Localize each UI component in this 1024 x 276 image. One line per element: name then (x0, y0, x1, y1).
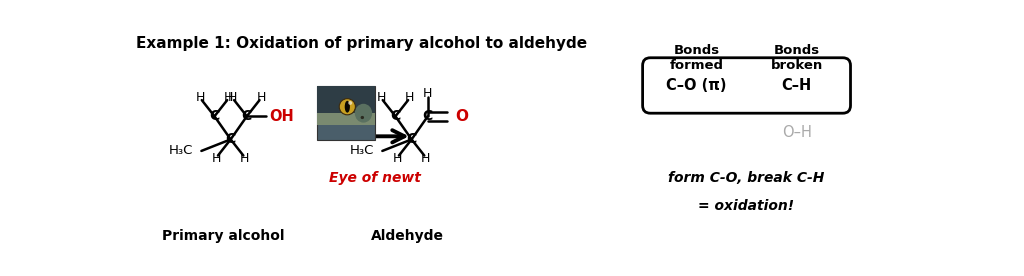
Ellipse shape (355, 104, 372, 123)
Text: H: H (377, 91, 386, 104)
Text: OH: OH (269, 109, 294, 124)
FancyBboxPatch shape (317, 113, 375, 125)
Text: C–O (π): C–O (π) (667, 78, 727, 93)
Text: H₃C: H₃C (349, 144, 374, 157)
Text: Example 1: Oxidation of primary alcohol to aldehyde: Example 1: Oxidation of primary alcohol … (136, 36, 587, 51)
Text: H₃C: H₃C (169, 144, 193, 157)
Text: H: H (392, 152, 402, 165)
Text: O–H: O–H (781, 125, 812, 140)
Text: C: C (423, 108, 433, 123)
Text: Eye of newt: Eye of newt (329, 171, 421, 185)
FancyBboxPatch shape (317, 86, 375, 116)
Ellipse shape (339, 99, 355, 115)
Text: C: C (390, 108, 400, 123)
Text: C: C (407, 132, 417, 146)
FancyBboxPatch shape (317, 86, 375, 140)
Text: H: H (241, 152, 250, 165)
Text: H: H (224, 91, 233, 104)
FancyBboxPatch shape (643, 58, 851, 113)
Text: = oxidation!: = oxidation! (698, 199, 795, 213)
Ellipse shape (345, 101, 350, 113)
Text: Bonds
formed: Bonds formed (670, 44, 724, 72)
Text: form C-O, break C-H: form C-O, break C-H (669, 171, 824, 185)
Text: H: H (212, 152, 221, 165)
Text: Bonds
broken: Bonds broken (770, 44, 822, 72)
Text: H: H (256, 91, 266, 104)
Text: Primary alcohol: Primary alcohol (162, 229, 285, 243)
Text: H: H (423, 87, 432, 100)
Ellipse shape (360, 116, 365, 119)
Ellipse shape (348, 101, 352, 105)
Text: H: H (421, 152, 430, 165)
Text: Aldehyde: Aldehyde (372, 229, 444, 243)
Text: H: H (406, 91, 415, 104)
Text: C: C (242, 108, 252, 123)
Text: C: C (225, 132, 236, 146)
Text: C: C (209, 108, 219, 123)
Text: H: H (228, 91, 238, 104)
Text: H: H (196, 91, 205, 104)
Text: O: O (455, 109, 468, 124)
Text: C–H: C–H (781, 78, 812, 93)
